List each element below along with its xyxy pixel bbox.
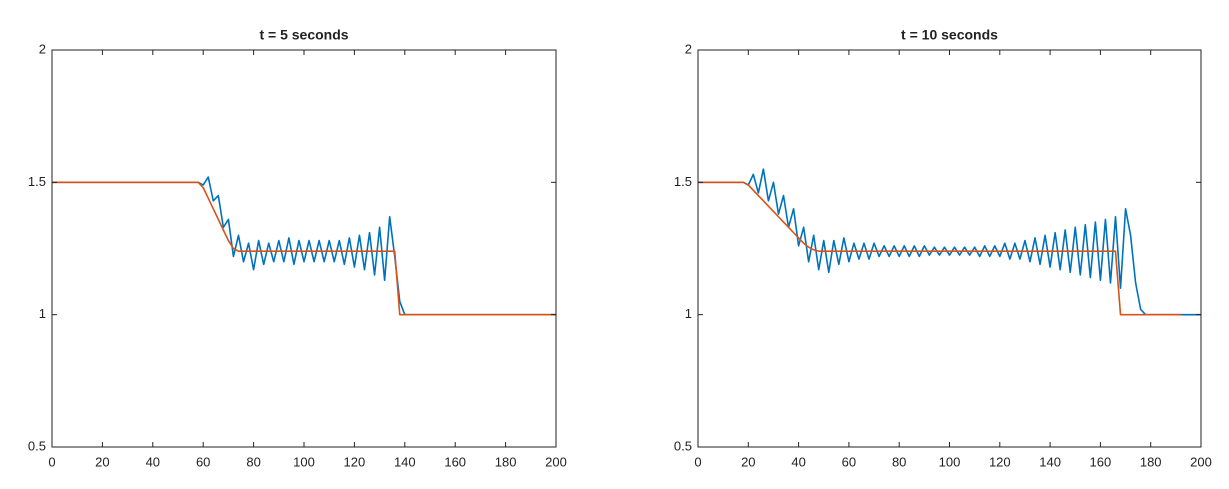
x-tick-label: 0: [694, 454, 701, 469]
x-tick-label: 140: [394, 454, 416, 469]
x-tick-label: 60: [842, 454, 856, 469]
x-tick-label: 160: [444, 454, 466, 469]
x-tick-label: 60: [196, 454, 210, 469]
line: [52, 181, 556, 316]
x-tick-label: 80: [246, 454, 260, 469]
x-tick-label: 80: [892, 454, 906, 469]
x-tick-label: 180: [1140, 454, 1162, 469]
x-tick-label: 0: [48, 454, 55, 469]
y-tick-label: 0.5: [28, 438, 46, 453]
y-tick-label: 1.5: [28, 174, 46, 189]
y-tick-label: 1: [39, 306, 46, 321]
x-tick-label: 180: [495, 454, 517, 469]
plot-area: [52, 50, 556, 447]
y-tick-label: 0.5: [674, 438, 692, 453]
y-tick-label: 2: [685, 41, 692, 56]
y-tick-label: 2: [39, 41, 46, 56]
plot-area: [698, 50, 1201, 447]
x-tick-label: 20: [741, 454, 755, 469]
x-tick-label: 40: [146, 454, 160, 469]
x-tick-label: 160: [1090, 454, 1112, 469]
chart-title: t = 5 seconds: [259, 27, 348, 43]
x-tick-label: 120: [989, 454, 1011, 469]
x-tick-label: 100: [293, 454, 315, 469]
y-tick-label: 1: [685, 306, 692, 321]
line: [698, 181, 1181, 316]
chart-title: t = 10 seconds: [901, 27, 998, 43]
line: [698, 168, 1201, 316]
y-tick-label: 1.5: [674, 174, 692, 189]
x-tick-label: 40: [791, 454, 805, 469]
x-tick-label: 140: [1039, 454, 1061, 469]
x-tick-label: 20: [95, 454, 109, 469]
x-tick-label: 120: [344, 454, 366, 469]
x-tick-label: 100: [939, 454, 961, 469]
x-tick-label: 200: [1190, 454, 1212, 469]
x-tick-label: 200: [545, 454, 567, 469]
